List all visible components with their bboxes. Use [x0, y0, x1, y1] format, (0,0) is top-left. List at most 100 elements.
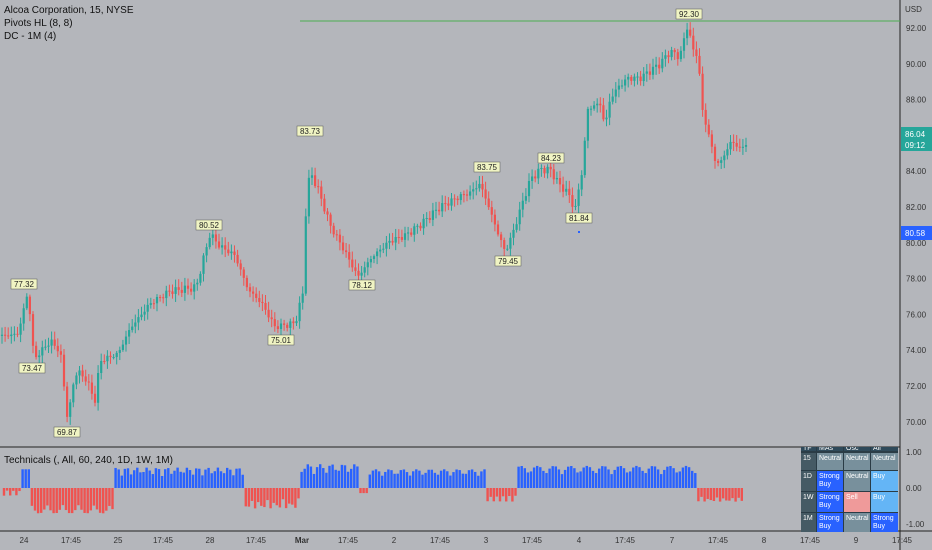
candle [624, 79, 627, 86]
legend: Alcoa Corporation, 15, NYSE Pivots HL (8… [4, 4, 134, 43]
candle [701, 73, 704, 110]
symbol-title[interactable]: Alcoa Corporation, 15, NYSE [4, 5, 134, 16]
candle [611, 96, 614, 102]
candle [682, 38, 686, 51]
candle [7, 335, 10, 337]
osc-bar-positive [356, 466, 359, 488]
time-tick-label: 28 [206, 536, 215, 545]
osc-bar-positive [182, 472, 185, 488]
candle [10, 334, 13, 337]
osc-bar-positive [598, 468, 601, 488]
osc-bar-negative [362, 488, 365, 494]
osc-bar-positive [179, 471, 182, 488]
osc-bar-negative [108, 488, 111, 506]
candle [403, 233, 407, 240]
osc-bar-positive [402, 469, 406, 488]
candle [13, 333, 16, 335]
candle [664, 55, 667, 59]
tech-cell: 1M [801, 513, 816, 532]
candle [493, 214, 496, 225]
candle [118, 349, 121, 353]
osc-tick-label: -1.00 [906, 520, 925, 529]
osc-bar-positive [604, 466, 607, 488]
osc-bar-positive [405, 472, 409, 488]
candle [459, 194, 462, 201]
pivots-indicator-label[interactable]: Pivots HL (8, 8) [4, 18, 73, 29]
last-price-tag [901, 127, 932, 151]
candle [41, 347, 44, 356]
tech-cell: Neutral [844, 513, 870, 532]
osc-bar-negative [278, 488, 282, 508]
osc-bar-negative [508, 488, 511, 497]
candle [326, 211, 329, 215]
dc-indicator-label[interactable]: DC - 1M (4) [4, 31, 57, 42]
candle [589, 108, 593, 110]
osc-bar-positive [222, 473, 226, 488]
candle [744, 145, 748, 147]
osc-bar-positive [545, 473, 548, 488]
candle [28, 296, 31, 315]
osc-bar-positive [384, 471, 387, 488]
candle [410, 232, 413, 235]
osc-bar-negative [489, 488, 492, 497]
osc-bar-positive [663, 469, 666, 488]
candle [146, 304, 149, 312]
pivot-high-label: 77.32 [14, 280, 35, 289]
candle [627, 76, 630, 80]
candle [574, 205, 577, 207]
candle [394, 237, 397, 243]
osc-bar-positive [529, 471, 533, 488]
candle [298, 302, 301, 322]
osc-bar-positive [579, 471, 582, 488]
time-tick-label: Mar [295, 536, 309, 545]
time-tick-label: 7 [670, 536, 675, 545]
candle [469, 191, 472, 196]
osc-bar-positive [647, 468, 650, 488]
osc-bar-positive [542, 470, 545, 488]
osc-bar-positive [436, 474, 440, 488]
osc-bar-positive [142, 472, 145, 488]
osc-bar-negative [30, 488, 34, 506]
candle [59, 351, 62, 355]
price-tick-label: 78.00 [906, 275, 927, 284]
candle [732, 141, 735, 143]
tech-cell: Strong Buy [871, 513, 898, 532]
candle [552, 169, 555, 180]
candle [484, 189, 487, 199]
osc-bar-positive [309, 466, 313, 488]
osc-bar-positive [390, 470, 393, 488]
candle [16, 333, 19, 335]
osc-bar-positive [120, 475, 123, 488]
osc-bar-negative [5, 488, 9, 491]
price-tick-label: 88.00 [906, 96, 927, 105]
osc-bar-negative [18, 488, 21, 492]
candle [667, 55, 670, 58]
candle [171, 291, 174, 294]
osc-bar-negative [244, 488, 247, 507]
osc-bar-positive [591, 470, 595, 488]
osc-bar-positive [607, 469, 610, 488]
technicals-indicator-label[interactable]: Technicals (, All, 60, 240, 1D, 1W, 1M) [4, 455, 173, 466]
countdown-value: 09:12 [905, 141, 926, 150]
osc-bar-positive [687, 467, 691, 488]
osc-bar-negative [740, 488, 743, 501]
candle [4, 334, 7, 336]
candle [44, 346, 47, 348]
candle [741, 146, 744, 148]
candle [698, 55, 701, 74]
tech-cell: Strong Buy [817, 513, 843, 532]
candle [103, 360, 106, 362]
osc-bar-positive [684, 465, 688, 488]
candle [465, 194, 469, 196]
candle [38, 355, 41, 358]
price-tick-label: 92.00 [906, 24, 927, 33]
candle [583, 140, 586, 176]
candle [363, 267, 366, 273]
osc-bar-negative [511, 488, 514, 502]
osc-bar-negative [67, 488, 71, 514]
signal-dot [578, 231, 580, 233]
osc-bar-positive [520, 466, 523, 488]
candle [692, 35, 695, 50]
candle [193, 284, 196, 292]
